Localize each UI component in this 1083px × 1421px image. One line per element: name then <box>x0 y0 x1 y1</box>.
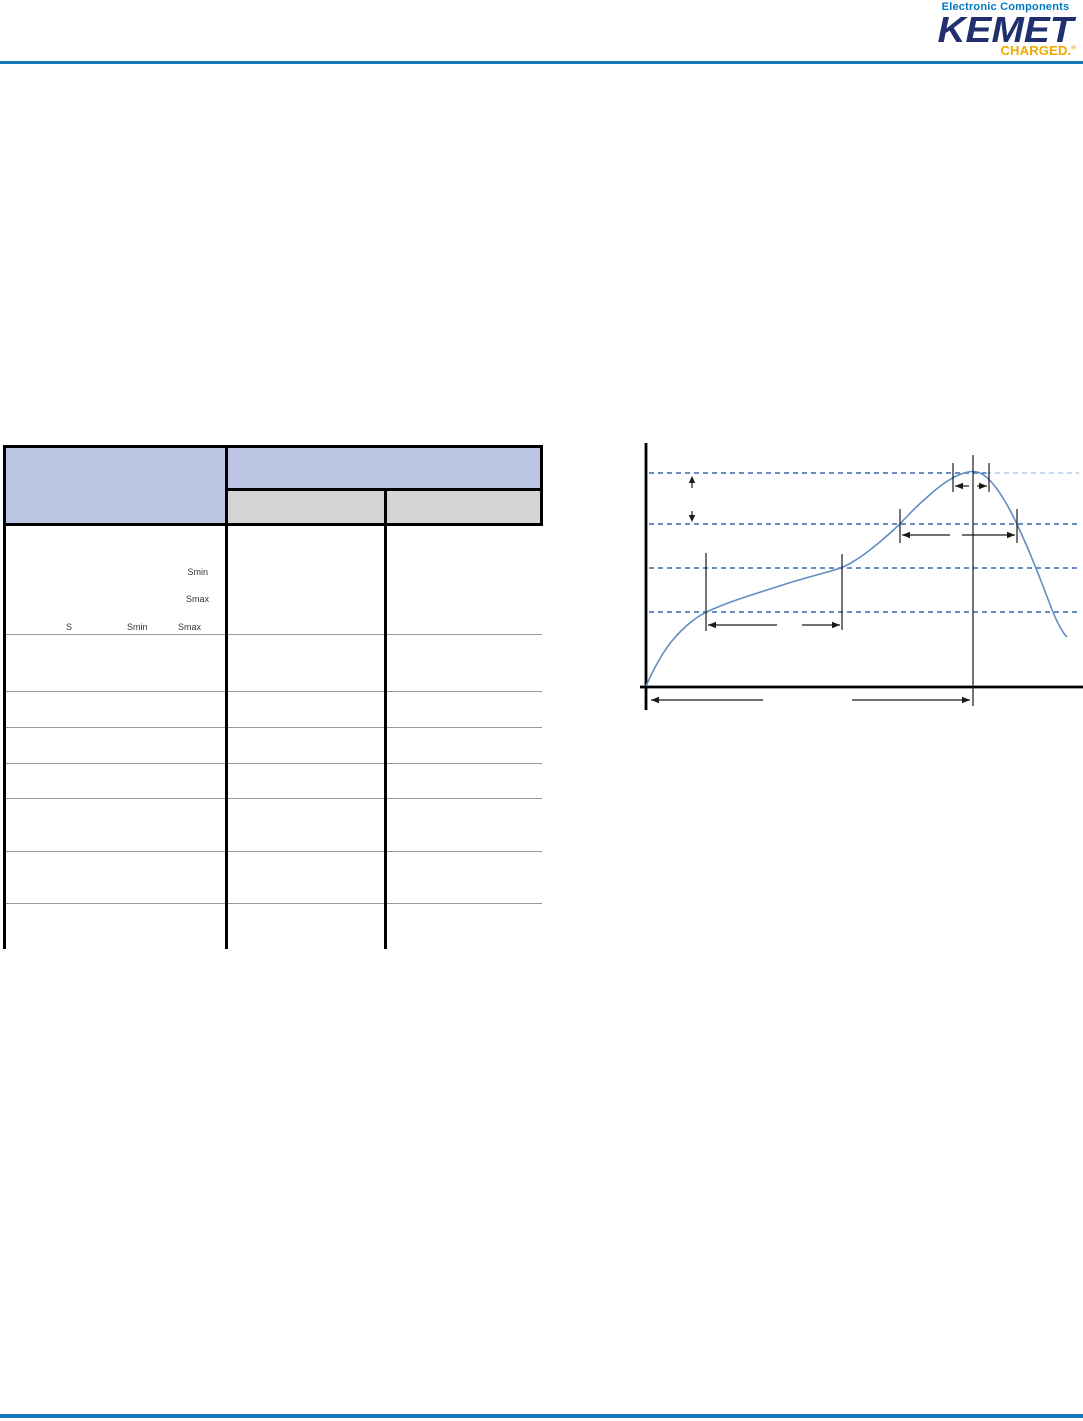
table-row <box>3 798 542 852</box>
table-cell <box>225 851 386 904</box>
table-cell <box>225 903 386 949</box>
table-row <box>3 634 542 692</box>
table-cell <box>3 903 227 949</box>
table-subheader-1 <box>225 488 387 526</box>
fragment-s: S <box>66 622 73 632</box>
kemet-wordmark: KEMET <box>937 9 1074 50</box>
table-header-span <box>225 445 543 491</box>
fragment-smax-2: Smax <box>178 622 202 632</box>
table-cell <box>3 763 227 799</box>
table-cell <box>384 798 542 852</box>
table-header-left <box>3 445 228 526</box>
fragment-smin-2: Smin <box>127 622 148 632</box>
table-row <box>3 903 542 949</box>
reflow-profile-svg <box>640 443 1083 710</box>
logo-tagline-bottom: CHARGED.® <box>932 43 1079 58</box>
table-row <box>3 763 542 799</box>
fragment-smax: Smax <box>185 594 209 604</box>
table-cell <box>225 763 386 799</box>
table-cell <box>225 798 386 852</box>
table-cell <box>384 727 542 764</box>
reflow-table-grid: Smin Smax S Smin Smax <box>3 445 543 949</box>
table-cell-fragments: Smin Smax S Smin Smax <box>3 524 227 635</box>
table-row: Smin Smax S Smin Smax <box>3 524 542 635</box>
charged-label: CHARGED. <box>1000 43 1072 58</box>
table-cell <box>225 524 386 635</box>
table-cell <box>384 851 542 904</box>
fragment-smin: Smin <box>187 567 208 577</box>
logo-tagline-top: Electronic Components <box>941 1 1070 13</box>
footer-rule <box>0 1414 1083 1418</box>
table-cell <box>384 524 542 635</box>
table-subheader-2 <box>384 488 543 526</box>
table-cell <box>384 691 542 728</box>
table-cell <box>3 727 227 764</box>
table-cell <box>384 763 542 799</box>
table-cell <box>384 903 542 949</box>
table-row <box>3 851 542 904</box>
table-cell <box>3 851 227 904</box>
table-row <box>3 691 542 728</box>
table-cell <box>384 634 542 692</box>
table-cell <box>225 634 386 692</box>
kemet-logo: Electronic Components KEMET CHARGED.® <box>932 1 1079 58</box>
registered-mark: ® <box>1071 45 1076 52</box>
reflow-table: Smin Smax S Smin Smax <box>3 445 543 949</box>
table-cell <box>3 691 227 728</box>
header-rule <box>0 61 1083 64</box>
reflow-profile-chart <box>630 440 1083 720</box>
table-row <box>3 727 542 764</box>
table-cell <box>3 634 227 692</box>
table-cell <box>225 691 386 728</box>
table-cell <box>225 727 386 764</box>
table-cell <box>3 798 227 852</box>
